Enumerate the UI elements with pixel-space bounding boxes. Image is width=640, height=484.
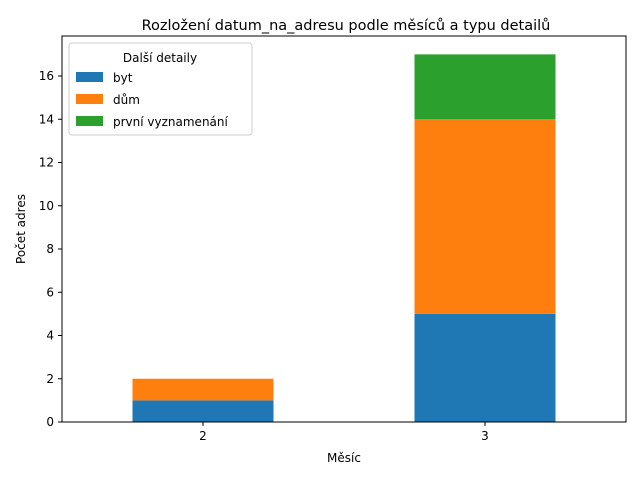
x-axis-label: Měsíc	[327, 451, 361, 465]
legend-swatch-1	[76, 94, 103, 104]
bar-segment-2-0	[132, 400, 274, 422]
legend-label-0: byt	[113, 71, 133, 85]
legend-label-2: první vyznamenání	[113, 115, 229, 129]
legend-label-1: dům	[113, 93, 140, 107]
y-axis-label: Počet adres	[14, 194, 28, 264]
y-tick-label: 14	[39, 112, 54, 126]
bar-segment-3-2	[414, 54, 556, 120]
bars-group	[132, 54, 556, 422]
bar-segment-3-0	[414, 313, 556, 422]
legend-title: Další detaily	[123, 51, 197, 65]
x-tick-label: 3	[481, 429, 489, 443]
y-tick-label: 10	[39, 199, 54, 213]
y-tick-label: 0	[46, 415, 54, 429]
y-tick-label: 2	[46, 372, 54, 386]
legend-items: byt dům první vyznamenání	[76, 71, 229, 129]
legend-frame	[68, 42, 253, 136]
legend-swatch-0	[76, 72, 103, 82]
x-tick-label: 2	[199, 429, 207, 443]
y-axis: 0 2 4 6 8 10 12 14 16	[39, 69, 62, 429]
legend-swatch-2	[76, 116, 103, 126]
y-tick-label: 12	[39, 156, 54, 170]
y-tick-label: 6	[46, 285, 54, 299]
y-tick-label: 8	[46, 242, 54, 256]
chart-title: Rozložení datum_na_adresu podle měsíců a…	[142, 18, 551, 34]
bar-segment-3-1	[414, 119, 556, 314]
legend: Další detaily byt dům první vyznamenání	[68, 42, 253, 136]
plot-area-frame	[61, 35, 627, 423]
bar-segment-2-1	[132, 378, 274, 401]
y-tick-label: 16	[39, 69, 54, 83]
y-tick-label: 4	[46, 329, 54, 343]
